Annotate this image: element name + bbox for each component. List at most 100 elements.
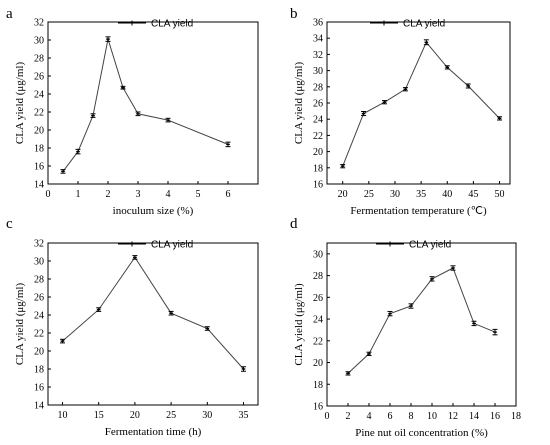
data-point	[204, 326, 210, 331]
x-tick-label: 15	[94, 410, 104, 421]
x-tick-label: 2	[346, 411, 351, 422]
y-tick-label: 30	[313, 249, 323, 260]
x-tick-label: 50	[495, 189, 505, 200]
data-point	[340, 164, 346, 169]
legend: CLA yield	[370, 19, 445, 30]
y-tick-label: 16	[313, 402, 323, 413]
series-line	[62, 256, 244, 370]
data-point	[492, 328, 498, 336]
data-point	[382, 100, 388, 105]
series-line	[347, 267, 496, 374]
x-tick-label: 0	[325, 411, 330, 422]
x-tick-label: 18	[511, 411, 521, 422]
y-axis-title: CLA yield (μg/ml)	[14, 283, 26, 366]
y-tick-label: 20	[34, 347, 44, 358]
data-point	[366, 351, 372, 356]
data-point	[60, 169, 66, 174]
legend: CLA yield	[376, 240, 451, 251]
data-point	[120, 85, 126, 90]
x-tick-label: 4	[166, 189, 171, 200]
y-tick-label: 32	[34, 239, 44, 250]
plot-frame	[326, 21, 511, 185]
x-tick-label: 45	[468, 189, 478, 200]
x-tick-label: 16	[490, 411, 500, 422]
y-axis-title: CLA yield (μg/ml)	[14, 62, 26, 145]
series-line	[342, 41, 500, 167]
plot-frame	[326, 242, 517, 407]
y-tick-label: 32	[34, 18, 44, 29]
y-tick-label: 28	[34, 54, 44, 65]
legend: CLA yield	[118, 240, 193, 251]
y-tick-label: 16	[34, 162, 44, 173]
x-tick-label: 20	[130, 410, 140, 421]
y-tick-label: 20	[313, 147, 323, 158]
panel-letter: a	[6, 6, 13, 22]
data-point	[96, 307, 102, 312]
y-tick-label: 24	[313, 115, 323, 126]
y-tick-label: 26	[313, 99, 323, 110]
x-tick-label: 25	[166, 410, 176, 421]
data-point	[345, 371, 351, 376]
y-tick-label: 26	[34, 293, 44, 304]
x-tick-label: 12	[448, 411, 458, 422]
y-tick-label: 24	[34, 311, 44, 322]
data-point	[408, 303, 414, 309]
x-axis-title: Fermentation time (h)	[105, 426, 202, 438]
y-tick-label: 24	[34, 90, 44, 101]
y-tick-label: 18	[34, 365, 44, 376]
legend-label: CLA yield	[403, 19, 445, 30]
y-tick-label: 28	[313, 271, 323, 282]
x-tick-label: 10	[57, 410, 67, 421]
data-point	[165, 117, 171, 123]
y-tick-label: 14	[34, 180, 44, 191]
data-point	[59, 338, 65, 344]
legend-label: CLA yield	[151, 240, 193, 251]
legend: CLA yield	[118, 19, 193, 30]
y-tick-label: 20	[313, 358, 323, 369]
data-point	[450, 265, 456, 271]
legend-label: CLA yield	[151, 19, 193, 30]
data-point	[429, 276, 435, 282]
y-tick-label: 18	[313, 163, 323, 174]
data-point	[444, 65, 450, 70]
y-tick-label: 30	[313, 66, 323, 77]
y-tick-label: 28	[34, 275, 44, 286]
x-tick-label: 6	[226, 189, 231, 200]
y-tick-label: 26	[313, 293, 323, 304]
x-tick-label: 10	[427, 411, 437, 422]
chart-panel-c: c 10 15 20 25 30 35 14 16 18 20 22 24 26 28 30 32 Ferment…	[6, 216, 259, 438]
data-point	[132, 255, 138, 260]
x-tick-label: 14	[469, 411, 479, 422]
x-axis-title: Fermentation temperature (℃)	[350, 205, 487, 217]
series-line	[62, 38, 229, 172]
y-tick-label: 16	[313, 180, 323, 191]
y-tick-label: 24	[313, 315, 323, 326]
data-point	[168, 310, 174, 316]
x-tick-label: 35	[416, 189, 426, 200]
data-point	[387, 310, 393, 317]
panel-letter: d	[290, 216, 298, 232]
data-point	[497, 116, 503, 121]
y-tick-label: 18	[34, 144, 44, 155]
data-point	[471, 320, 477, 327]
y-tick-label: 22	[313, 336, 323, 347]
y-tick-label: 22	[313, 131, 323, 142]
y-tick-label: 16	[34, 383, 44, 394]
data-point	[423, 39, 429, 46]
data-point	[90, 113, 96, 118]
x-tick-label: 4	[367, 411, 372, 422]
y-tick-label: 28	[313, 82, 323, 93]
panel-letter: b	[290, 6, 298, 22]
plot-frame	[47, 21, 259, 185]
y-tick-label: 34	[313, 34, 323, 45]
x-tick-label: 6	[388, 411, 393, 422]
data-point	[241, 366, 247, 372]
chart-panel-b: b 20 25 30 35 40 45 50 16 18 20 22 24 26 28 30 32 34 36 Fer…	[290, 6, 511, 217]
y-tick-label: 20	[34, 126, 44, 137]
x-tick-label: 30	[390, 189, 400, 200]
x-tick-label: 30	[202, 410, 212, 421]
panel-letter: c	[6, 216, 13, 232]
x-tick-label: 20	[338, 189, 348, 200]
data-point	[135, 111, 141, 117]
